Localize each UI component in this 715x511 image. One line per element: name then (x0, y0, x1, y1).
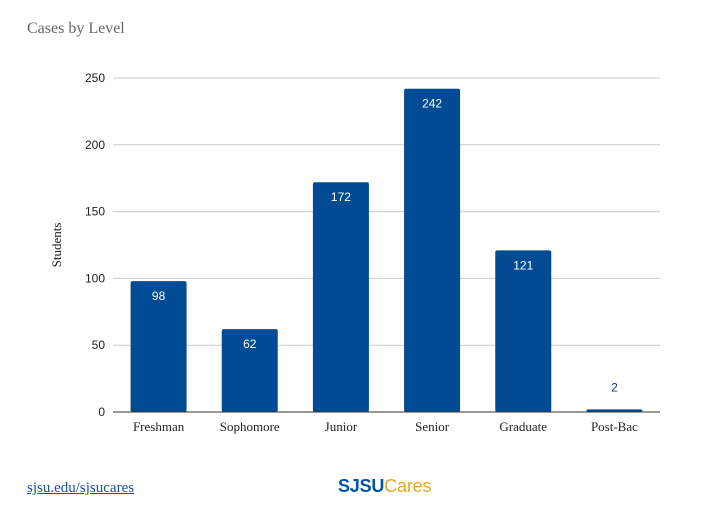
logo-text-cares: Cares (384, 476, 432, 496)
bar-sophomore (221, 329, 278, 412)
bar-graduate (495, 250, 552, 412)
y-tick-label: 100 (85, 271, 105, 285)
data-label: 98 (152, 289, 166, 303)
x-tick-label: Graduate (499, 419, 547, 434)
data-label: 242 (422, 97, 442, 111)
data-label: 121 (513, 258, 533, 272)
bar-freshman (130, 281, 187, 412)
data-labels: 98 62 172 242 121 2 (152, 97, 618, 395)
data-label: 62 (243, 337, 257, 351)
bar-junior (312, 182, 369, 412)
x-tick-label: Senior (415, 419, 450, 434)
bar-chart: 0 50 100 150 200 250 98 62 172 242 121 2 Freshman S… (49, 71, 660, 434)
y-tick-label: 250 (85, 71, 105, 85)
x-tick-label: Freshman (133, 419, 185, 434)
x-tick-label: Sophomore (220, 419, 280, 434)
y-axis-ticks: 0 50 100 150 200 250 (85, 71, 105, 419)
y-tick-label: 50 (92, 338, 106, 352)
logo-text-sjsu: SJSU (338, 476, 385, 496)
y-tick-label: 0 (98, 405, 105, 419)
y-tick-label: 200 (85, 138, 105, 152)
y-tick-label: 150 (85, 205, 105, 219)
bar-senior (404, 88, 461, 413)
data-label: 2 (611, 380, 618, 394)
x-tick-label: Post-Bac (591, 419, 638, 434)
footer-link[interactable]: sjsu.edu/sjsucares (27, 480, 135, 496)
gridlines (113, 77, 660, 346)
data-label: 172 (331, 190, 351, 204)
bar-post-bac (586, 409, 643, 412)
y-axis-label: Students (49, 223, 64, 268)
x-tick-label: Junior (325, 419, 358, 434)
sjsu-cares-logo: SJSUCares (338, 476, 431, 497)
bars (130, 88, 643, 413)
page-title: Cases by Level (27, 20, 125, 37)
x-axis-ticks: Freshman Sophomore Junior Senior Graduate Pos… (133, 419, 638, 434)
